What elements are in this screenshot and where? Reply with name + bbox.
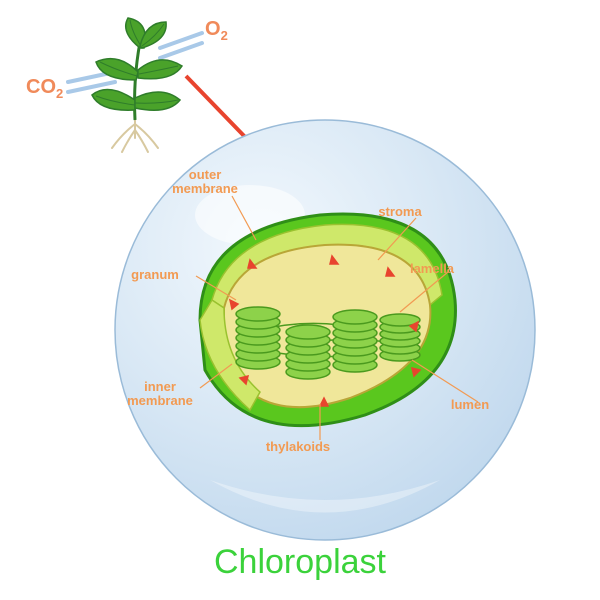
label-inner-membrane: innermembrane bbox=[127, 380, 193, 407]
granum-2 bbox=[286, 325, 330, 379]
label-outer-membrane: outermembrane bbox=[172, 168, 238, 195]
label-stroma: stroma bbox=[378, 205, 421, 219]
diagram-svg bbox=[0, 0, 600, 600]
label-lumen: lumen bbox=[451, 398, 489, 412]
label-lamella: lamella bbox=[410, 262, 454, 276]
label-thylakoids: thylakoids bbox=[266, 440, 330, 454]
label-o2: O2 bbox=[205, 18, 228, 43]
label-granum: granum bbox=[131, 268, 179, 282]
diagram-stage: CO2 O2 outermembrane stroma granum lamel… bbox=[0, 0, 600, 600]
co2-sub: 2 bbox=[56, 86, 63, 101]
label-co2: CO2 bbox=[26, 76, 63, 101]
o2-sub: 2 bbox=[221, 28, 228, 43]
granum-4 bbox=[380, 314, 420, 361]
granum-3 bbox=[333, 310, 377, 372]
diagram-title: Chloroplast bbox=[0, 543, 600, 582]
co2-text: CO bbox=[26, 76, 56, 98]
granum-1 bbox=[236, 307, 280, 369]
o2-text: O bbox=[205, 18, 221, 40]
